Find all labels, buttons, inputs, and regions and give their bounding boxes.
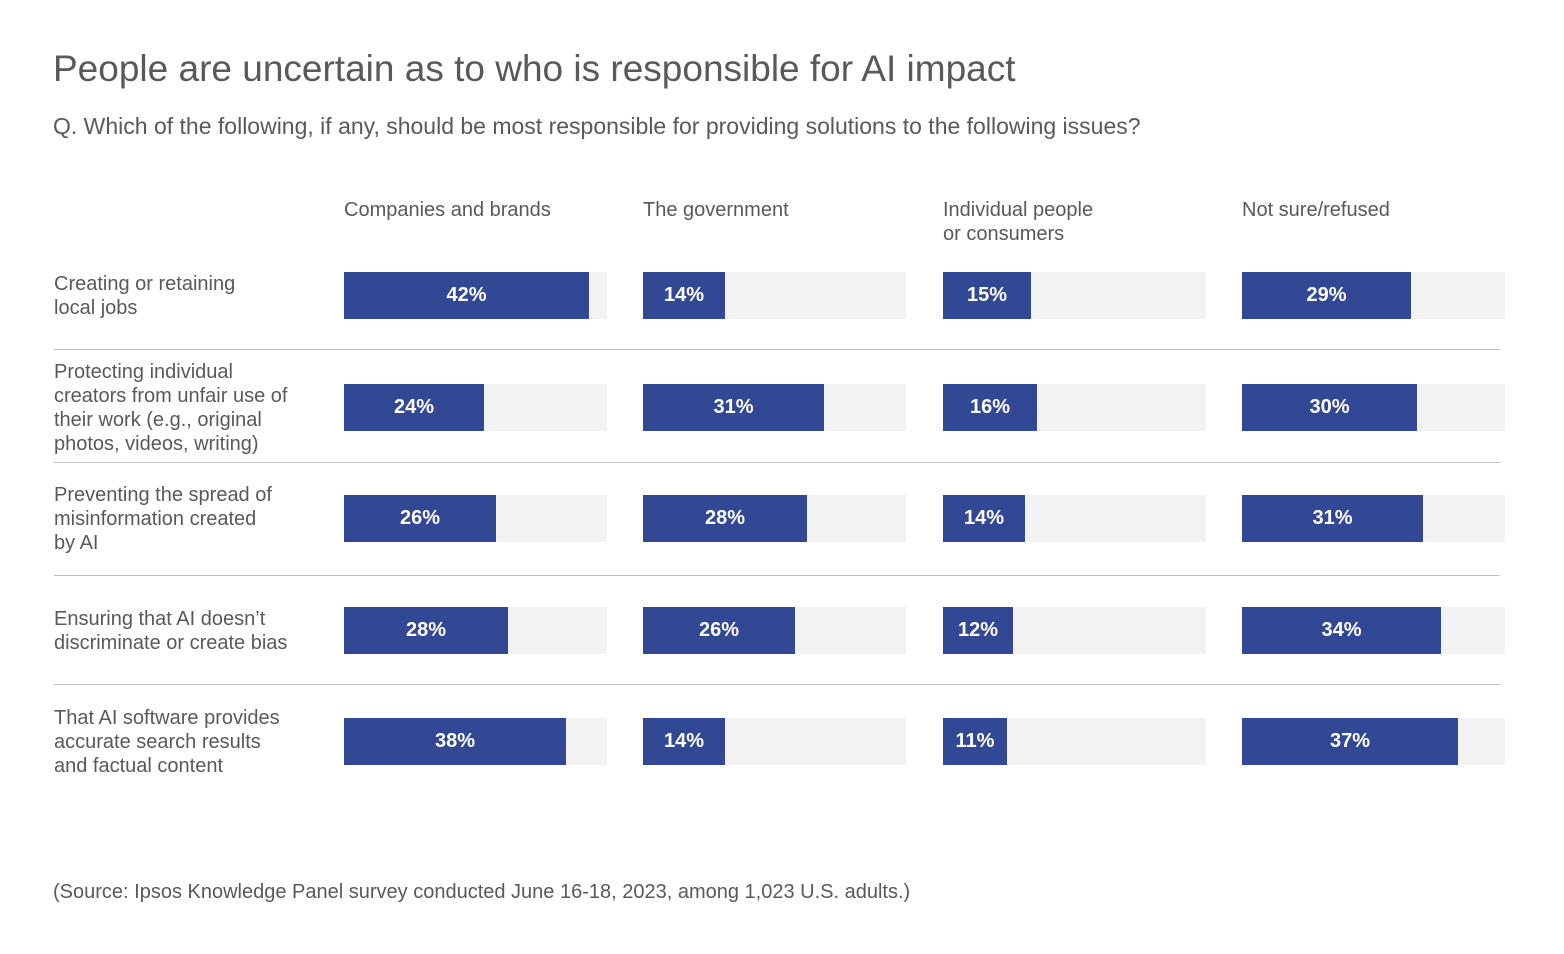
bar-track: 38% [344, 718, 607, 765]
data-label: 11% [955, 730, 995, 752]
data-label: 14% [963, 507, 1005, 529]
column-header: Not sure/refused [1242, 199, 1390, 221]
bar-track: 14% [643, 718, 906, 765]
row-divider [54, 575, 1500, 576]
data-label: 30% [1309, 396, 1350, 418]
chart-title: People are uncertain as to who is respon… [53, 48, 1016, 89]
bar-track: 26% [643, 607, 906, 654]
data-label: 29% [1306, 284, 1347, 306]
bar-track: 29% [1242, 272, 1505, 319]
data-label: 12% [957, 619, 999, 641]
bar [943, 607, 1013, 654]
data-label: 31% [1312, 507, 1353, 529]
bar [943, 384, 1037, 431]
bar-track: 30% [1242, 384, 1505, 431]
bar-track: 12% [943, 607, 1206, 654]
row-divider [54, 684, 1500, 685]
bar-track: 34% [1242, 607, 1505, 654]
bar-track: 26% [344, 495, 607, 542]
data-label: 16% [969, 396, 1011, 418]
bar [344, 495, 496, 542]
bar-track: 24% [344, 384, 607, 431]
bar [943, 495, 1025, 542]
data-label: 31% [713, 396, 754, 418]
bar [1242, 607, 1441, 654]
bar [344, 607, 508, 654]
bar-track: 11% [943, 718, 1206, 765]
bar [344, 718, 566, 765]
row-label: Protecting individual creators from unfa… [54, 361, 288, 455]
bar-track: 16% [943, 384, 1206, 431]
bar [943, 718, 1007, 765]
bar-track: 42% [344, 272, 607, 319]
bar [1242, 272, 1411, 319]
source-note: (Source: Ipsos Knowledge Panel survey co… [53, 881, 911, 903]
bar [1242, 495, 1423, 542]
data-label: 34% [1321, 619, 1362, 641]
data-label: 26% [698, 619, 740, 641]
column-header: Companies and brands [344, 199, 551, 221]
bar [643, 718, 725, 765]
data-label: 14% [663, 284, 705, 306]
chart-subtitle: Q. Which of the following, if any, shoul… [53, 113, 1141, 139]
bar [344, 272, 589, 319]
bar [643, 495, 807, 542]
bar [643, 384, 824, 431]
row-label: Preventing the spread of misinformation … [54, 484, 272, 554]
bar-track: 28% [344, 607, 607, 654]
data-label: 38% [434, 730, 476, 752]
bar-track: 14% [943, 495, 1206, 542]
bar-track: 31% [1242, 495, 1505, 542]
data-label: 24% [393, 396, 435, 418]
row-label: Ensuring that AI doesn’t discriminate or… [54, 608, 288, 654]
data-label: 26% [399, 507, 441, 529]
bar [1242, 384, 1417, 431]
bar [943, 272, 1031, 319]
column-header: Individual people or consumers [943, 199, 1094, 245]
bar-track: 28% [643, 495, 906, 542]
bar [643, 272, 725, 319]
bar [344, 384, 484, 431]
bar-track: 14% [643, 272, 906, 319]
data-label: 28% [704, 507, 746, 529]
bar-track: 37% [1242, 718, 1505, 765]
row-divider [54, 349, 1500, 350]
bar [1242, 718, 1458, 765]
data-label: 28% [405, 619, 447, 641]
column-header: The government [643, 199, 789, 221]
data-label: 14% [663, 730, 705, 752]
row-label: Creating or retaining local jobs [54, 273, 236, 319]
data-label: 37% [1329, 730, 1371, 752]
data-label: 15% [966, 284, 1008, 306]
row-divider [54, 462, 1500, 463]
row-label: That AI software provides accurate searc… [54, 707, 280, 777]
bar-track: 15% [943, 272, 1206, 319]
bar-track: 31% [643, 384, 906, 431]
data-label: 42% [446, 284, 487, 306]
bar [643, 607, 795, 654]
